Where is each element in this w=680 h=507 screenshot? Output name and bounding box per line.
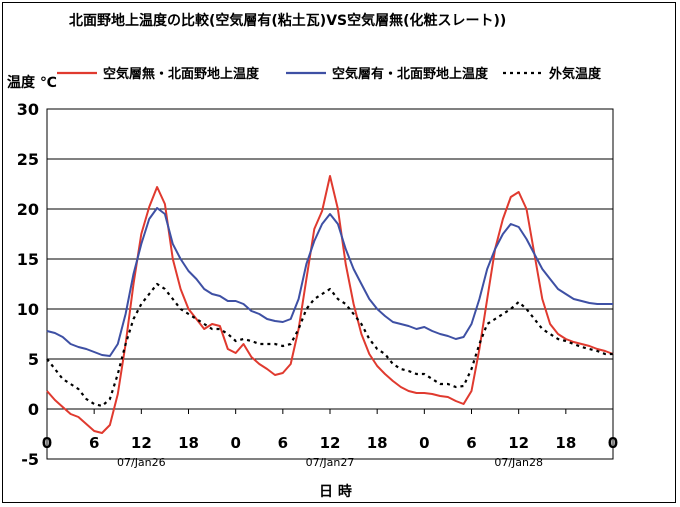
y-tick-label: 30 <box>17 100 39 119</box>
x-tick-label: 18 <box>555 434 576 452</box>
chart-title: 北面野地上温度の比較(空気層有(粘土瓦)VS空気層無(化粧スレート)) <box>69 12 506 29</box>
y-tick-label: 25 <box>17 150 39 169</box>
x-tick-label: 0 <box>419 434 429 452</box>
y-tick-label: -5 <box>21 450 39 469</box>
y-tick-label: 5 <box>28 350 39 369</box>
legend: 空気層無・北面野地上温度 空気層有・北面野地上温度 外気温度 <box>57 66 602 82</box>
date-labels: 07/Jan26 07/Jan27 07/Jan28 <box>117 456 543 469</box>
series-line-2 <box>46 207 613 357</box>
date-label: 07/Jan26 <box>117 456 166 469</box>
series-line-1 <box>46 175 614 434</box>
y-tick-label: 0 <box>28 400 39 419</box>
legend-label: 空気層無・北面野地上温度 <box>103 66 260 82</box>
plot-area <box>46 108 614 460</box>
x-ticks: 0 6 12 18 0 6 12 18 0 6 12 18 0 <box>42 434 618 452</box>
y-axis-label: 温度 ℃ <box>7 74 57 91</box>
y-tick-label: 20 <box>17 200 39 219</box>
x-tick-label: 6 <box>278 434 288 452</box>
x-tick-label: 0 <box>230 434 240 452</box>
x-tick-label: 12 <box>508 434 529 452</box>
y-tick-label: 10 <box>17 300 39 319</box>
series-line-3 <box>46 282 613 408</box>
x-tick-label: 12 <box>131 434 152 452</box>
y-ticks: 30 25 20 15 10 5 0 -5 <box>17 100 39 469</box>
date-label: 07/Jan27 <box>306 456 355 469</box>
axes <box>46 108 614 460</box>
legend-label: 空気層有・北面野地上温度 <box>332 66 489 82</box>
x-tick-label: 0 <box>608 434 618 452</box>
y-tick-label: 15 <box>17 250 39 269</box>
chart-canvas: 北面野地上温度の比較(空気層有(粘土瓦)VS空気層無(化粧スレート)) 温度 ℃… <box>7 12 618 500</box>
legend-label: 外気温度 <box>548 66 602 82</box>
date-label: 07/Jan28 <box>494 456 543 469</box>
x-tick-label: 6 <box>466 434 476 452</box>
x-tick-label: 6 <box>89 434 99 452</box>
x-tick-label: 18 <box>367 434 388 452</box>
x-tick-label: 18 <box>178 434 199 452</box>
chart-frame: 北面野地上温度の比較(空気層有(粘土瓦)VS空気層無(化粧スレート)) 温度 ℃… <box>2 2 676 503</box>
x-tick-label: 12 <box>320 434 341 452</box>
x-tick-label: 0 <box>42 434 52 452</box>
x-axis-label: 日 時 <box>319 483 352 500</box>
series-group <box>46 175 614 434</box>
